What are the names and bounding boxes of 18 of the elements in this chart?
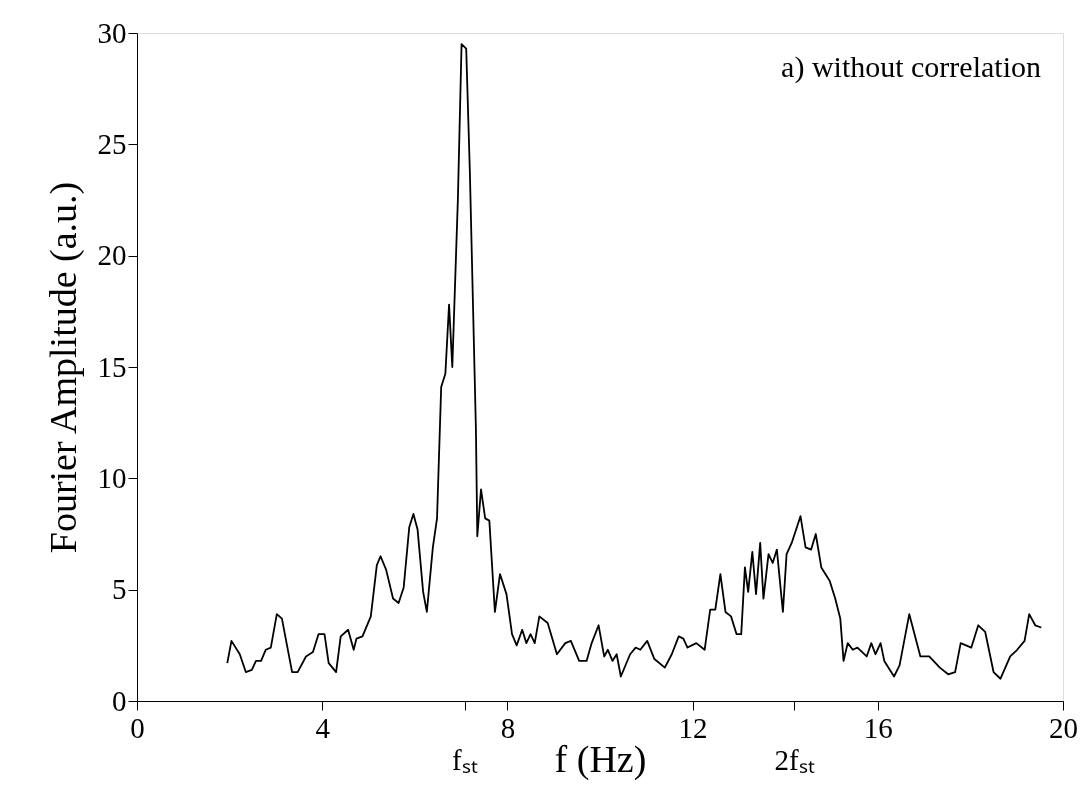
y-tick-label: 5 xyxy=(112,573,127,606)
line-series xyxy=(226,43,1043,680)
x-tick-label: 16 xyxy=(863,711,893,744)
y-tick-label: 25 xyxy=(97,127,127,160)
y-tick-label: 15 xyxy=(97,350,127,383)
text: fₛₜ xyxy=(451,744,478,776)
x-tick-label: 20 xyxy=(1049,711,1078,744)
x-tick-label: 8 xyxy=(500,711,516,744)
y-axis-title: Fourier Amplitude (a.u.) xyxy=(41,181,85,554)
y-tick-label: 10 xyxy=(97,461,127,494)
x-tick-label: 4 xyxy=(315,711,331,744)
annotation: a) without correlation xyxy=(781,50,1041,84)
text: 2fₛₜ xyxy=(774,744,815,776)
y-tick-label: 30 xyxy=(97,16,127,49)
x-tick-label: 12 xyxy=(678,711,708,744)
y-tick-label: 0 xyxy=(112,684,127,717)
y-tick-label: 20 xyxy=(97,239,127,272)
x-axis-title: f (Hz) xyxy=(554,737,647,781)
